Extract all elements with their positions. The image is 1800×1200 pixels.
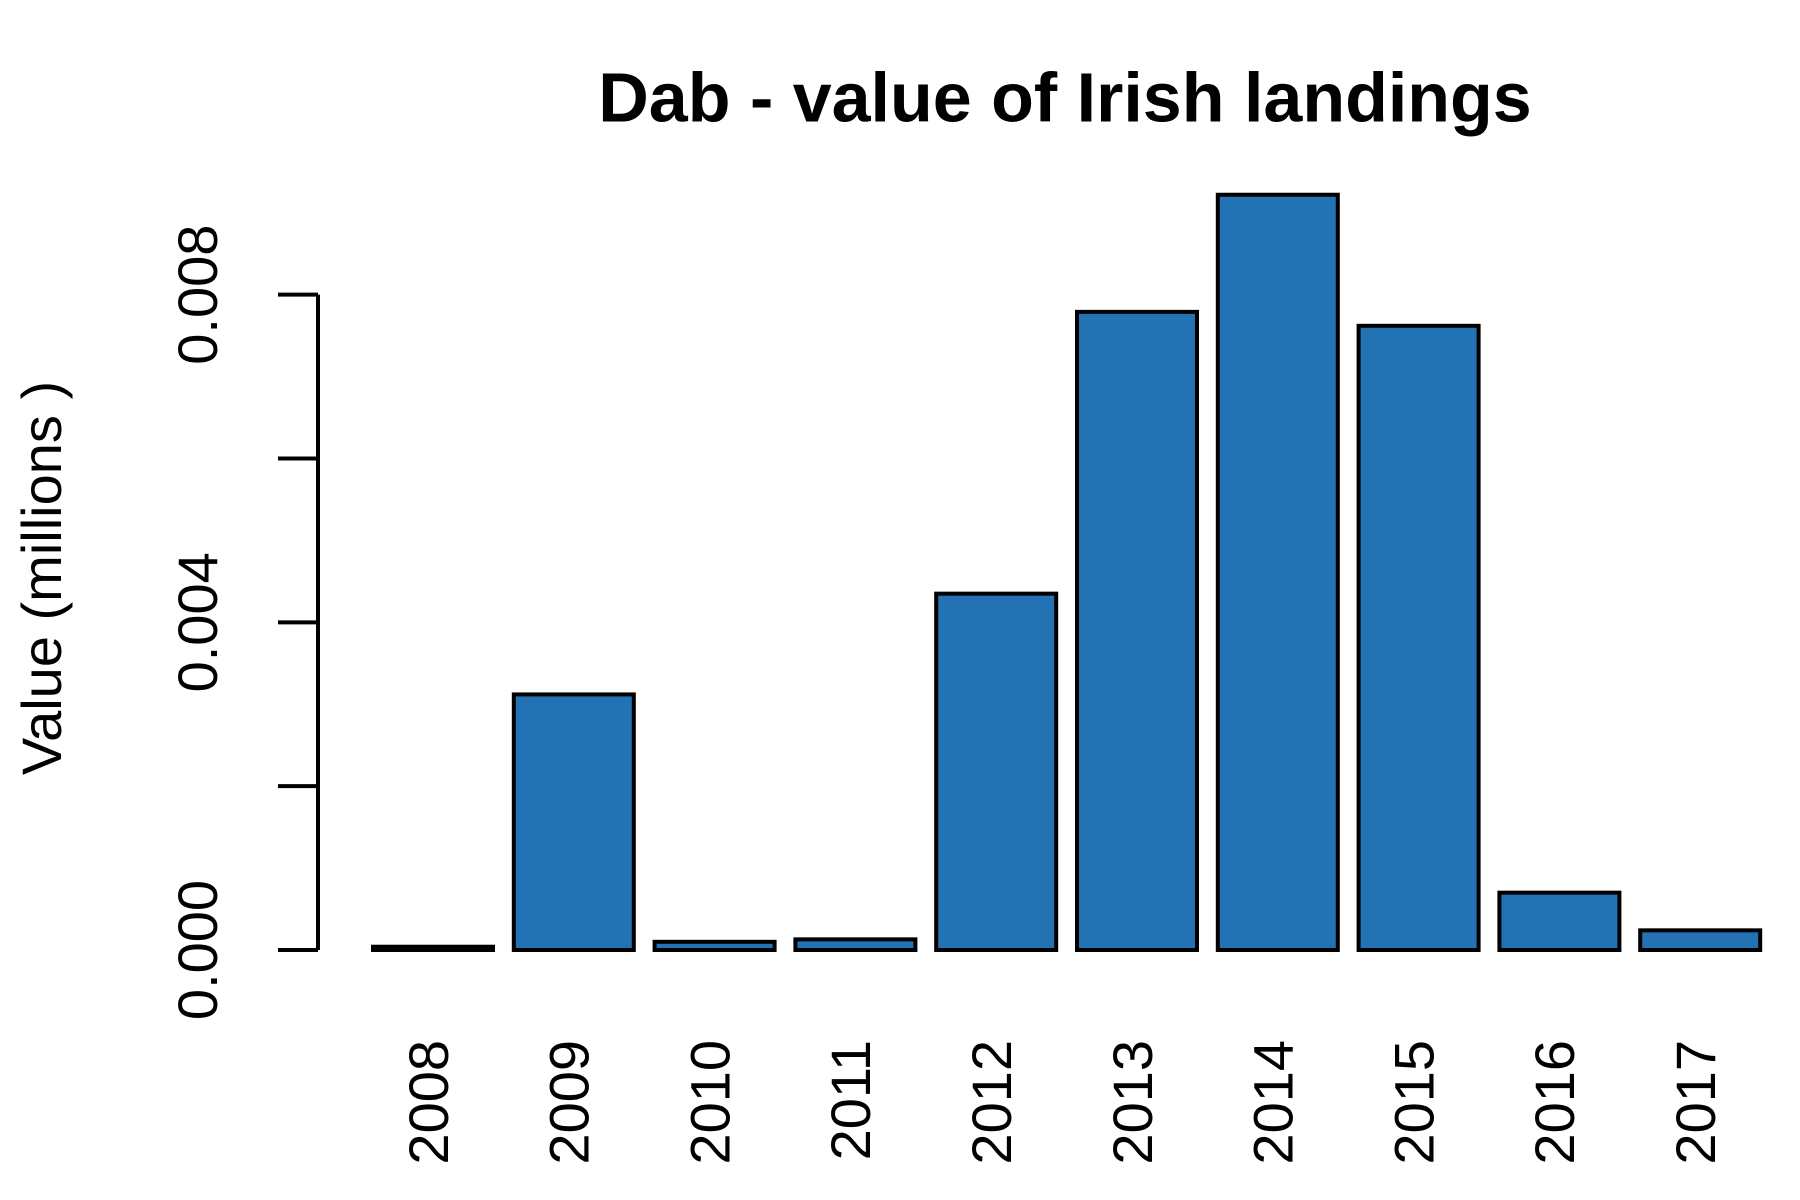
bar (371, 944, 495, 952)
bar (1356, 323, 1481, 952)
x-tick-label: 2008 (397, 1040, 460, 1165)
bar (934, 591, 1059, 952)
bar (1215, 192, 1340, 952)
x-tick-label: 2013 (1101, 1040, 1164, 1165)
bar (1638, 928, 1763, 953)
bar (1497, 890, 1622, 952)
x-tick-label: 2015 (1382, 1040, 1445, 1165)
x-tick-label: 2009 (538, 1040, 601, 1165)
y-tick-label: 0.000 (166, 880, 229, 1020)
x-tick-label: 2017 (1664, 1040, 1727, 1165)
x-tick-label: 2014 (1242, 1040, 1305, 1165)
x-tick-label: 2016 (1523, 1040, 1586, 1165)
y-tick-label: 0.008 (166, 225, 229, 365)
bar (652, 939, 777, 953)
y-tick-label: 0.004 (166, 552, 229, 692)
bar (511, 692, 636, 952)
x-tick-label: 2011 (819, 1040, 882, 1160)
chart-title: Dab - value of Irish landings (598, 58, 1531, 136)
x-tick-label: 2010 (678, 1040, 741, 1165)
x-tick-label: 2012 (960, 1040, 1023, 1165)
y-axis-label: Value (millions ) (10, 381, 73, 775)
bar (793, 937, 918, 953)
bar (1075, 309, 1199, 952)
